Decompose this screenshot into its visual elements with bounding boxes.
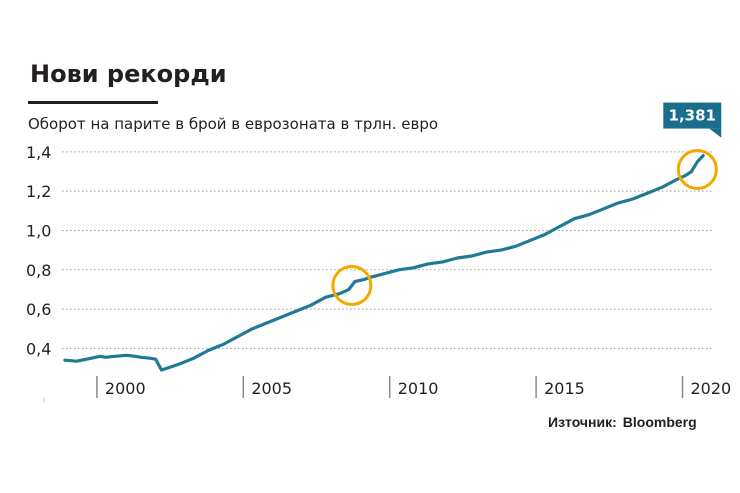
y-tick-label-1: 0,6 [26, 300, 51, 319]
gridlines [62, 151, 712, 349]
x-tick-label-1: 2005 [251, 379, 292, 398]
x-axis-tick-labels: 2000 2005 2010 2015 2020 [43, 376, 732, 402]
series-line-0 [63, 154, 705, 372]
y-tick-label-0: 0,4 [26, 339, 51, 358]
chart-subtitle: Оборот на парите в брой в еврозоната в т… [28, 115, 439, 133]
series-group [63, 154, 705, 372]
highlight-circles [331, 149, 718, 307]
callout-box-0 [663, 102, 722, 129]
source-note: Източник: Bloomberg [548, 414, 697, 430]
y-tick-label-2: 0,8 [26, 261, 51, 280]
source-brand: Bloomberg [622, 414, 697, 430]
source-label: Източник: [548, 414, 617, 430]
x-tick-label-3: 2015 [544, 379, 585, 398]
y-tick-label-5: 1,4 [26, 143, 51, 162]
y-tick-label-4: 1,2 [26, 182, 51, 201]
title-underline [28, 101, 158, 104]
highlight-circle-0 [331, 265, 373, 307]
callout-pointer-0 [709, 128, 722, 138]
callouts: 1,381 [663, 102, 722, 138]
x-tick-label-0: 2000 [105, 379, 146, 398]
chart-title: Нови рекорди [30, 60, 227, 88]
highlight-circle-1 [676, 149, 718, 191]
y-tick-label-3: 1,0 [26, 221, 51, 240]
callout-value-label-0: 1,381 [669, 107, 716, 125]
x-tick-label-2: 2010 [398, 379, 439, 398]
y-axis-tick-labels: 0,4 0,6 0,8 1,0 1,2 1,4 [26, 143, 51, 359]
x-tick-label-4: 2020 [691, 379, 732, 398]
